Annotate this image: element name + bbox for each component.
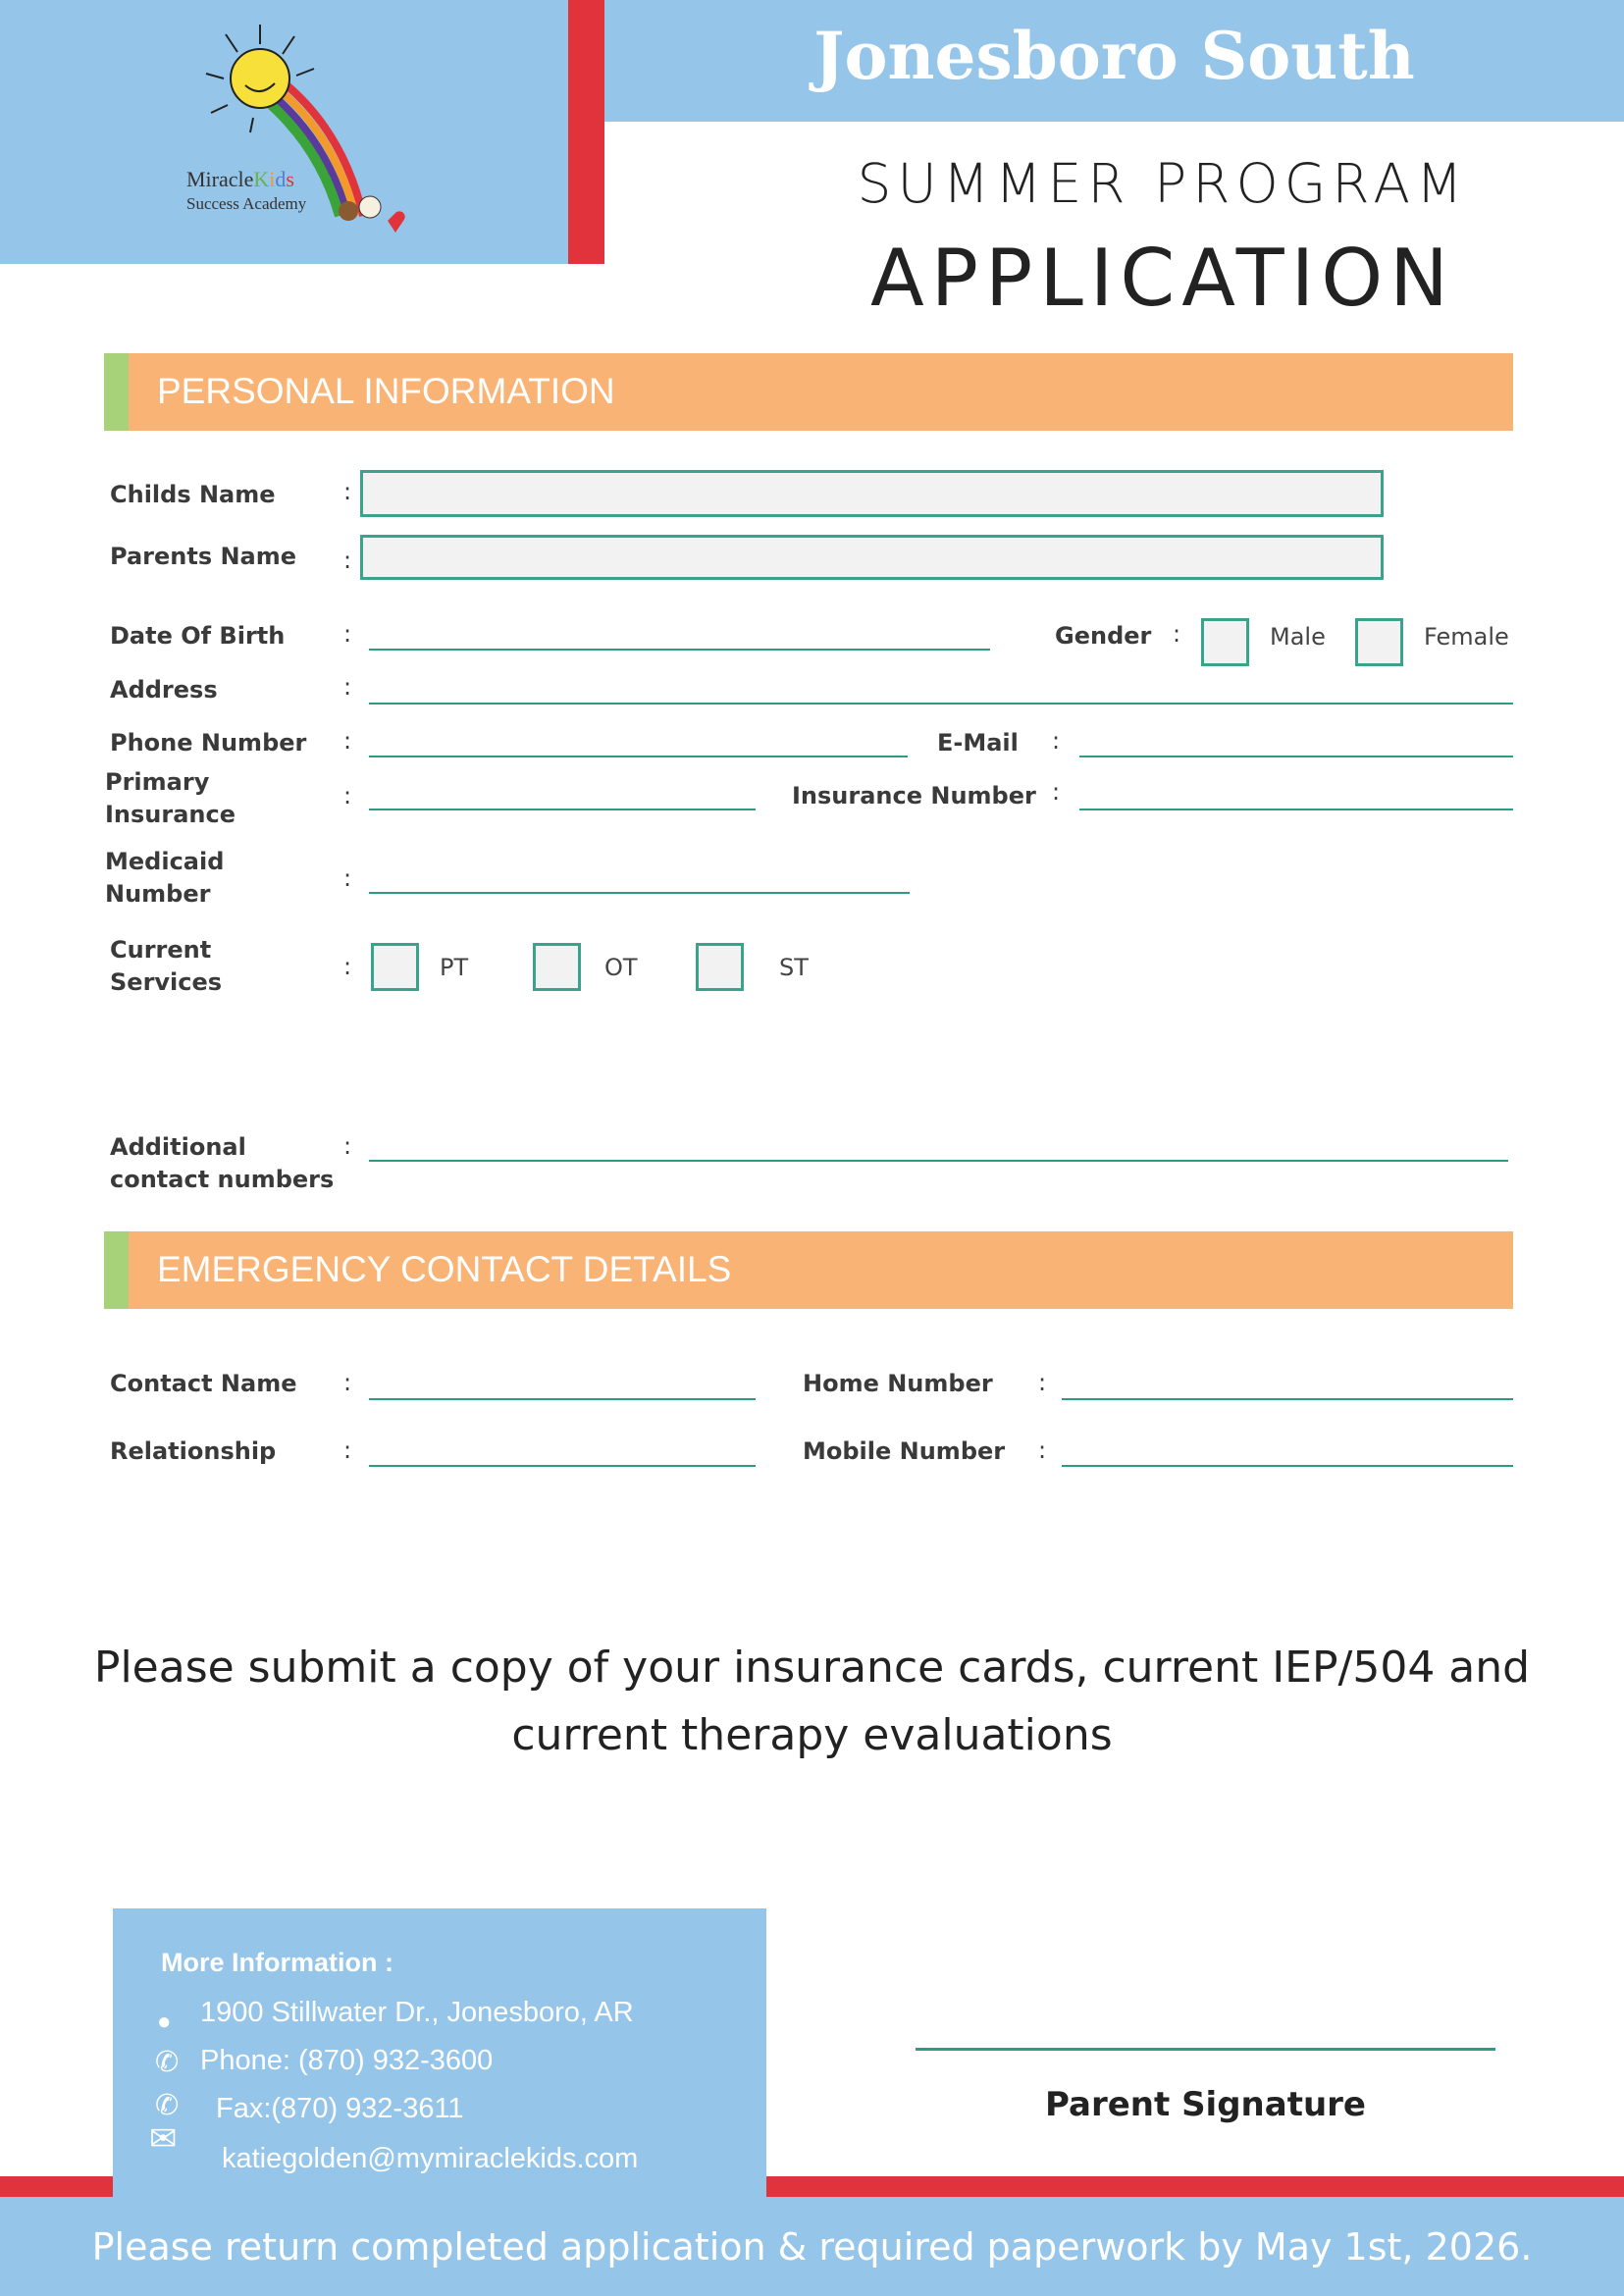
label-parents-name: Parents Name <box>110 543 297 570</box>
svg-text:Success Academy: Success Academy <box>186 194 307 213</box>
more-info-fax: Fax:(870) 932-3611 <box>216 2093 464 2124</box>
label-insurance-number: Insurance Number <box>792 782 1036 809</box>
page-title: APPLICATION <box>869 233 1456 324</box>
label-gender: Gender <box>1055 622 1152 650</box>
medicaid-number-field[interactable] <box>369 892 910 894</box>
label-additional-contact-numbers: Additional contact numbers <box>110 1131 334 1196</box>
st-checkbox[interactable] <box>696 943 744 991</box>
colon: : <box>343 547 352 574</box>
colon: : <box>1038 1436 1047 1464</box>
colon: : <box>343 620 352 648</box>
colon: : <box>1052 727 1061 755</box>
label-line: contact numbers <box>110 1166 335 1193</box>
colon: : <box>1038 1369 1047 1396</box>
label-phone: Phone Number <box>110 729 307 757</box>
dob-field[interactable] <box>369 649 990 651</box>
section-heading: PERSONAL INFORMATION <box>157 371 615 411</box>
fax-phone-icon: ✆ <box>155 2090 180 2121</box>
label-relationship: Relationship <box>110 1437 277 1465</box>
home-number-field[interactable] <box>1062 1398 1513 1400</box>
subtitle: SUMMER PROGRAM <box>857 152 1469 215</box>
envelope-icon: ✉ <box>149 2120 178 2158</box>
submission-notice: Please submit a copy of your insurance c… <box>0 1634 1624 1769</box>
label-line: Additional <box>110 1133 246 1161</box>
colon: : <box>343 1369 352 1396</box>
phone-icon: ✆ <box>155 2047 180 2078</box>
label-address: Address <box>110 676 218 704</box>
st-label: ST <box>779 954 809 981</box>
signature-field[interactable] <box>916 2048 1495 2051</box>
pt-label: PT <box>440 954 469 981</box>
male-label: Male <box>1270 623 1326 651</box>
section-emergency-contact: EMERGENCY CONTACT DETAILS <box>104 1231 1513 1309</box>
mobile-number-field[interactable] <box>1062 1465 1513 1467</box>
title-band <box>604 0 1624 122</box>
childs-name-input[interactable] <box>360 470 1384 517</box>
more-info-email[interactable]: katiegolden@mymiraclekids.com <box>222 2143 639 2174</box>
colon: : <box>1173 620 1181 648</box>
label-line: Services <box>110 968 223 996</box>
female-label: Female <box>1424 623 1509 651</box>
more-info-heading: More Information : <box>161 1948 393 1977</box>
parents-name-input[interactable] <box>360 535 1384 580</box>
location-icon: ● <box>157 2009 172 2035</box>
ot-label: OT <box>604 954 638 981</box>
address-field[interactable] <box>369 703 1513 704</box>
label-primary-insurance: Primary Insurance <box>105 766 236 831</box>
additional-contact-field[interactable] <box>369 1160 1508 1162</box>
colon: : <box>343 673 352 701</box>
notice-line: Please submit a copy of your insurance c… <box>93 1643 1531 1693</box>
svg-text:MiracleKids: MiracleKids <box>186 167 294 191</box>
footer-band <box>0 2197 1624 2296</box>
female-checkbox[interactable] <box>1355 618 1403 666</box>
label-email: E-Mail <box>937 729 1019 757</box>
more-info-panel <box>113 1908 766 2197</box>
label-line: Insurance <box>105 801 236 828</box>
colon: : <box>343 1132 352 1160</box>
section-personal-information: PERSONAL INFORMATION <box>104 353 1513 431</box>
red-divider <box>568 0 604 264</box>
section-heading: EMERGENCY CONTACT DETAILS <box>157 1249 732 1289</box>
notice-line: current therapy evaluations <box>511 1710 1113 1760</box>
insurance-number-field[interactable] <box>1079 809 1513 810</box>
email-field[interactable] <box>1079 756 1513 757</box>
label-current-services: Current Services <box>110 934 222 999</box>
more-info-phone: Phone: (870) 932-3600 <box>200 2045 494 2076</box>
colon: : <box>343 782 352 809</box>
label-line: Number <box>105 880 211 908</box>
colon: : <box>343 953 352 980</box>
miraclekids-logo: MiracleKids Success Academy <box>186 25 405 233</box>
label-medicaid-number: Medicaid Number <box>105 846 224 911</box>
label-contact-name: Contact Name <box>110 1370 297 1397</box>
pt-checkbox[interactable] <box>371 943 419 991</box>
contact-name-field[interactable] <box>369 1398 756 1400</box>
phone-field[interactable] <box>369 756 908 757</box>
colon: : <box>343 478 352 505</box>
label-dob: Date Of Birth <box>110 622 286 650</box>
more-info-address: 1900 Stillwater Dr., Jonesboro, AR <box>200 1997 634 2028</box>
label-mobile-number: Mobile Number <box>803 1437 1006 1465</box>
label-line: Medicaid <box>105 848 225 875</box>
colon: : <box>343 1436 352 1464</box>
label-line: Current <box>110 936 212 964</box>
label-childs-name: Childs Name <box>110 481 276 508</box>
label-line: Primary <box>105 768 210 796</box>
signature-label: Parent Signature <box>1045 2085 1366 2124</box>
footer-text: Please return completed application & re… <box>91 2225 1533 2269</box>
label-home-number: Home Number <box>803 1370 993 1397</box>
campus-title: Jonesboro South <box>813 18 1415 94</box>
male-checkbox[interactable] <box>1201 618 1249 666</box>
colon: : <box>1052 778 1061 806</box>
logo-panel <box>0 0 569 264</box>
relationship-field[interactable] <box>369 1465 756 1467</box>
colon: : <box>343 864 352 892</box>
primary-insurance-field[interactable] <box>369 809 756 810</box>
colon: : <box>343 727 352 755</box>
ot-checkbox[interactable] <box>533 943 581 991</box>
